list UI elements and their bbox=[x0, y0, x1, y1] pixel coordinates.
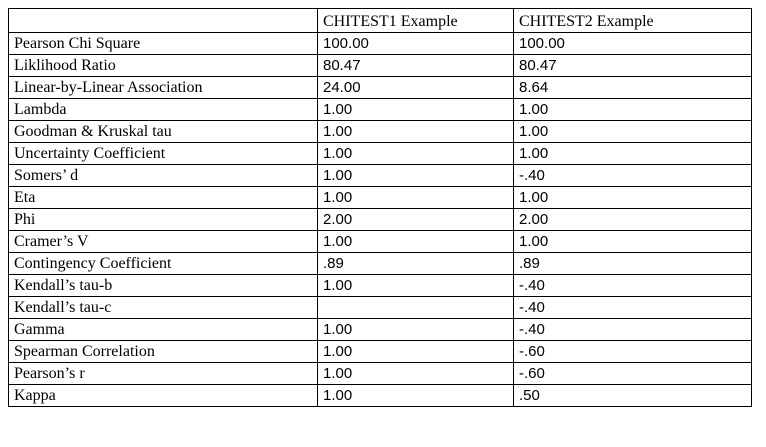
chitest2-value: -.40 bbox=[513, 164, 752, 187]
chitest2-value: .50 bbox=[513, 384, 752, 407]
stat-label: Kappa bbox=[8, 384, 318, 407]
chitest2-value: 2.00 bbox=[513, 208, 752, 231]
table-row: Spearman Correlation 1.00 -.60 bbox=[8, 340, 752, 363]
header-cell-chitest1: CHITEST1 Example bbox=[317, 8, 514, 33]
chitest2-value: -.60 bbox=[513, 362, 752, 385]
stat-label: Kendall’s tau-b bbox=[8, 274, 318, 297]
table-row: Pearson Chi Square 100.00 100.00 bbox=[8, 32, 752, 55]
table-row: Uncertainty Coefficient 1.00 1.00 bbox=[8, 142, 752, 165]
stat-label: Goodman & Kruskal tau bbox=[8, 120, 318, 143]
chitest2-value: 100.00 bbox=[513, 32, 752, 55]
chitest2-value: -.40 bbox=[513, 296, 752, 319]
chitest2-value: -.60 bbox=[513, 340, 752, 363]
chitest1-value: 1.00 bbox=[317, 362, 514, 385]
stat-label: Kendall’s tau-c bbox=[8, 296, 318, 319]
chitest2-value: -.40 bbox=[513, 274, 752, 297]
table-row: Lambda 1.00 1.00 bbox=[8, 98, 752, 121]
chitest1-value: 1.00 bbox=[317, 274, 514, 297]
table-row: Gamma 1.00 -.40 bbox=[8, 318, 752, 341]
chitest2-value: 1.00 bbox=[513, 186, 752, 209]
table-row: Contingency Coefficient .89 .89 bbox=[8, 252, 752, 275]
header-cell-chitest2: CHITEST2 Example bbox=[513, 8, 752, 33]
table-row: Cramer’s V 1.00 1.00 bbox=[8, 230, 752, 253]
stat-label: Uncertainty Coefficient bbox=[8, 142, 318, 165]
stat-label: Linear-by-Linear Association bbox=[8, 76, 318, 99]
stat-label: Spearman Correlation bbox=[8, 340, 318, 363]
stat-label: Contingency Coefficient bbox=[8, 252, 318, 275]
stat-label: Eta bbox=[8, 186, 318, 209]
chitest1-value: 100.00 bbox=[317, 32, 514, 55]
chitest1-value: 1.00 bbox=[317, 340, 514, 363]
chitest1-value: 1.00 bbox=[317, 120, 514, 143]
chitest2-value: 8.64 bbox=[513, 76, 752, 99]
chitest1-value: 1.00 bbox=[317, 318, 514, 341]
chitest2-value: 1.00 bbox=[513, 142, 752, 165]
table-row: Linear-by-Linear Association 24.00 8.64 bbox=[8, 76, 752, 99]
chitest1-value: 1.00 bbox=[317, 230, 514, 253]
chitest1-value: 1.00 bbox=[317, 98, 514, 121]
chitest1-value: 80.47 bbox=[317, 54, 514, 77]
table-row: Somers’ d 1.00 -.40 bbox=[8, 164, 752, 187]
header-cell-label bbox=[8, 8, 318, 33]
chitest1-value: 1.00 bbox=[317, 142, 514, 165]
table-row: Goodman & Kruskal tau 1.00 1.00 bbox=[8, 120, 752, 143]
header-row: CHITEST1 Example CHITEST2 Example bbox=[8, 8, 752, 33]
chitest2-value: 80.47 bbox=[513, 54, 752, 77]
table-row: Pearson’s r 1.00 -.60 bbox=[8, 362, 752, 385]
table-row: Phi 2.00 2.00 bbox=[8, 208, 752, 231]
stat-label: Pearson’s r bbox=[8, 362, 318, 385]
chitest2-value: 1.00 bbox=[513, 98, 752, 121]
table-row: Kendall’s tau-c -.40 bbox=[8, 296, 752, 319]
chitest1-value: .89 bbox=[317, 252, 514, 275]
chitest1-value: 24.00 bbox=[317, 76, 514, 99]
statistics-table: CHITEST1 Example CHITEST2 Example Pearso… bbox=[8, 8, 752, 407]
stat-label: Phi bbox=[8, 208, 318, 231]
stat-label: Liklihood Ratio bbox=[8, 54, 318, 77]
table-row: Eta 1.00 1.00 bbox=[8, 186, 752, 209]
chitest1-value: 1.00 bbox=[317, 186, 514, 209]
table-row: Liklihood Ratio 80.47 80.47 bbox=[8, 54, 752, 77]
chitest2-value: 1.00 bbox=[513, 120, 752, 143]
chitest2-value: 1.00 bbox=[513, 230, 752, 253]
table-row: Kendall’s tau-b 1.00 -.40 bbox=[8, 274, 752, 297]
stat-label: Lambda bbox=[8, 98, 318, 121]
stat-label: Gamma bbox=[8, 318, 318, 341]
table-row: Kappa 1.00 .50 bbox=[8, 384, 752, 407]
chitest1-value: 1.00 bbox=[317, 384, 514, 407]
chitest1-value: 2.00 bbox=[317, 208, 514, 231]
chitest1-value bbox=[317, 296, 514, 319]
stat-label: Cramer’s V bbox=[8, 230, 318, 253]
chitest2-value: .89 bbox=[513, 252, 752, 275]
stat-label: Somers’ d bbox=[8, 164, 318, 187]
chitest1-value: 1.00 bbox=[317, 164, 514, 187]
chitest2-value: -.40 bbox=[513, 318, 752, 341]
stat-label: Pearson Chi Square bbox=[8, 32, 318, 55]
